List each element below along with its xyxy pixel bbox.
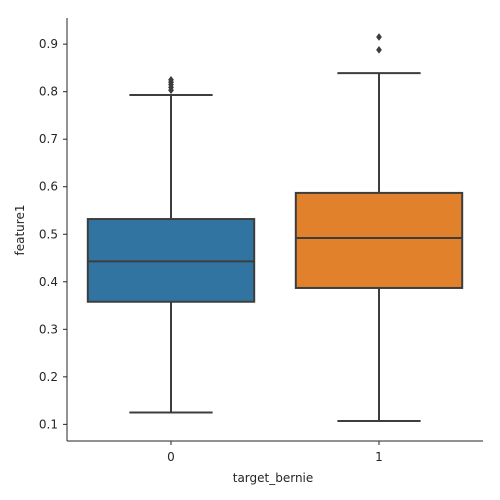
x-axis-label: target_bernie [233, 471, 314, 485]
outlier-point [376, 45, 382, 54]
y-tick-label: 0.7 [39, 132, 58, 146]
box-group-1 [294, 33, 464, 423]
y-ticks: 0.1 0.2 0.3 0.4 0.5 0.6 0.7 0.8 0.9 [39, 37, 67, 431]
y-tick-label: 0.9 [39, 37, 58, 51]
box-group-0 [86, 75, 256, 414]
y-tick-label: 0.3 [39, 322, 58, 336]
plot-area [86, 33, 464, 423]
y-tick-label: 0.4 [39, 275, 58, 289]
y-tick-label: 0.6 [39, 180, 58, 194]
y-tick-label: 0.8 [39, 85, 58, 99]
outlier-point [168, 75, 174, 84]
x-tick-label: 0 [167, 450, 175, 464]
x-tick-label: 1 [375, 450, 383, 464]
y-tick-label: 0.2 [39, 370, 58, 384]
y-tick-label: 0.5 [39, 227, 58, 241]
y-axis-label: feature1 [13, 205, 27, 256]
outlier-point [376, 33, 382, 41]
box-iqr [294, 191, 464, 289]
y-tick-label: 0.1 [39, 417, 58, 431]
